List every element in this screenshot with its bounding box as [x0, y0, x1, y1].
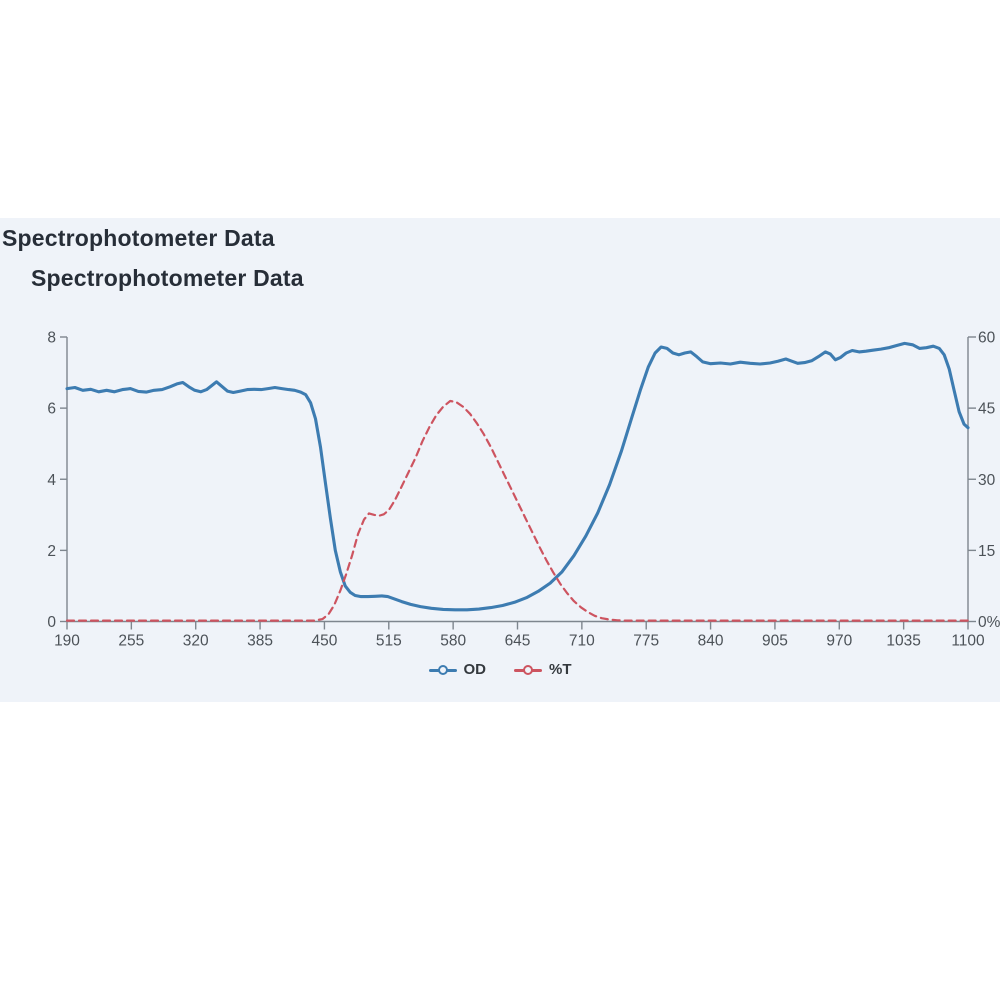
x-tick-label: 840 [698, 633, 724, 650]
x-tick-label: 645 [505, 633, 531, 650]
y-left-tick-label: 8 [47, 330, 56, 347]
legend-label-t: %T [549, 661, 572, 678]
x-tick-label: 320 [183, 633, 209, 650]
x-tick-label: 255 [118, 633, 144, 650]
y-right-tick-label: 45 [978, 401, 995, 418]
chart-legend: OD %T [0, 661, 1000, 678]
y-right-tick-label: 30 [978, 472, 996, 489]
legend-item-t[interactable]: %T [514, 661, 572, 678]
y-left-tick-label: 6 [47, 401, 56, 418]
od-line [65, 341, 970, 612]
od-line-marker-icon [428, 664, 457, 676]
x-tick-label: 970 [826, 633, 852, 650]
y-left-tick-label: 0 [47, 614, 56, 631]
x-tick-label: 775 [633, 633, 659, 650]
y-right-tick-label: 15 [978, 543, 995, 560]
x-tick-label: 450 [311, 633, 337, 650]
spectrophotometer-chart: 0 2 4 6 8 0% 15 30 45 60 190 255 320 385 450 515 580 645 7… [47, 330, 1000, 650]
y-left-tick-label: 2 [47, 543, 56, 560]
x-tick-label: 580 [440, 633, 466, 650]
y-right-tick-label: 0% [978, 614, 1000, 631]
y-left-tick-label: 4 [47, 472, 56, 489]
chart-title: Spectrophotometer Data [31, 265, 304, 291]
x-tick-label: 385 [247, 633, 273, 650]
legend-item-od[interactable]: OD [428, 661, 487, 678]
x-tick-label: 710 [569, 633, 595, 650]
page-title: Spectrophotometer Data [2, 225, 275, 251]
percent-t-line [65, 399, 970, 622]
x-tick-label: 1100 [951, 633, 985, 650]
y-right-tick-label: 60 [978, 330, 996, 347]
x-tick-label: 905 [762, 633, 788, 650]
x-tick-label: 190 [54, 633, 80, 650]
x-tick-label: 1035 [886, 633, 920, 650]
legend-label-od: OD [463, 661, 487, 678]
t-line-marker-icon [514, 664, 542, 676]
x-tick-label: 515 [376, 633, 402, 650]
